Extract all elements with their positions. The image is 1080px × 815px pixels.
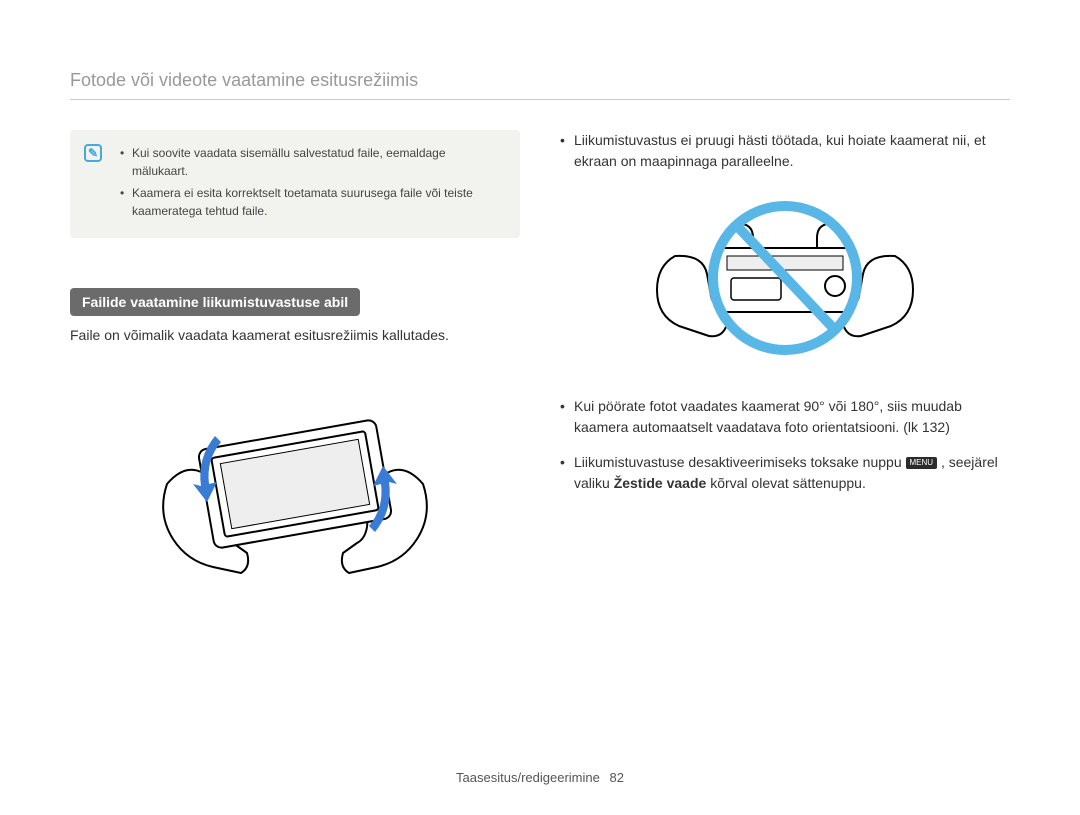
page-footer: Taasesitus/redigeerimine 82: [0, 770, 1080, 785]
bold-term: Žestide vaade: [614, 475, 707, 491]
note-item: Kaamera ei esita korrektselt toetamata s…: [120, 184, 504, 220]
text-run: Liikumistuvastuse desaktiveerimiseks tok…: [574, 454, 906, 470]
prohibit-illustration: [560, 186, 1010, 366]
page-title: Fotode või videote vaatamine esitusrežii…: [70, 70, 1010, 100]
section-body: Faile on võimalik vaadata kaamerat esitu…: [70, 326, 520, 346]
bullet-item: Liikumistuvastuse desaktiveerimiseks tok…: [560, 452, 1010, 494]
text-run: kõrval olevat sättenuppu.: [710, 475, 866, 491]
tilt-illustration: [70, 364, 520, 584]
section-heading: Failide vaatamine liikumistuvastuse abil: [70, 288, 360, 316]
left-column: ✎ Kui soovite vaadata sisemällu salvesta…: [70, 130, 520, 614]
footer-label: Taasesitus/redigeerimine: [456, 770, 600, 785]
bullet-item: Kui pöörate fotot vaadates kaamerat 90° …: [560, 396, 1010, 438]
page-number: 82: [609, 770, 623, 785]
right-column: Liikumistuvastus ei pruugi hästi töötada…: [560, 130, 1010, 614]
bullet-item: Liikumistuvastus ei pruugi hästi töötada…: [560, 130, 1010, 172]
note-item: Kui soovite vaadata sisemällu salvestatu…: [120, 144, 504, 180]
note-icon: ✎: [84, 144, 102, 162]
note-box: ✎ Kui soovite vaadata sisemällu salvesta…: [70, 130, 520, 238]
menu-icon: MENU: [906, 457, 938, 469]
